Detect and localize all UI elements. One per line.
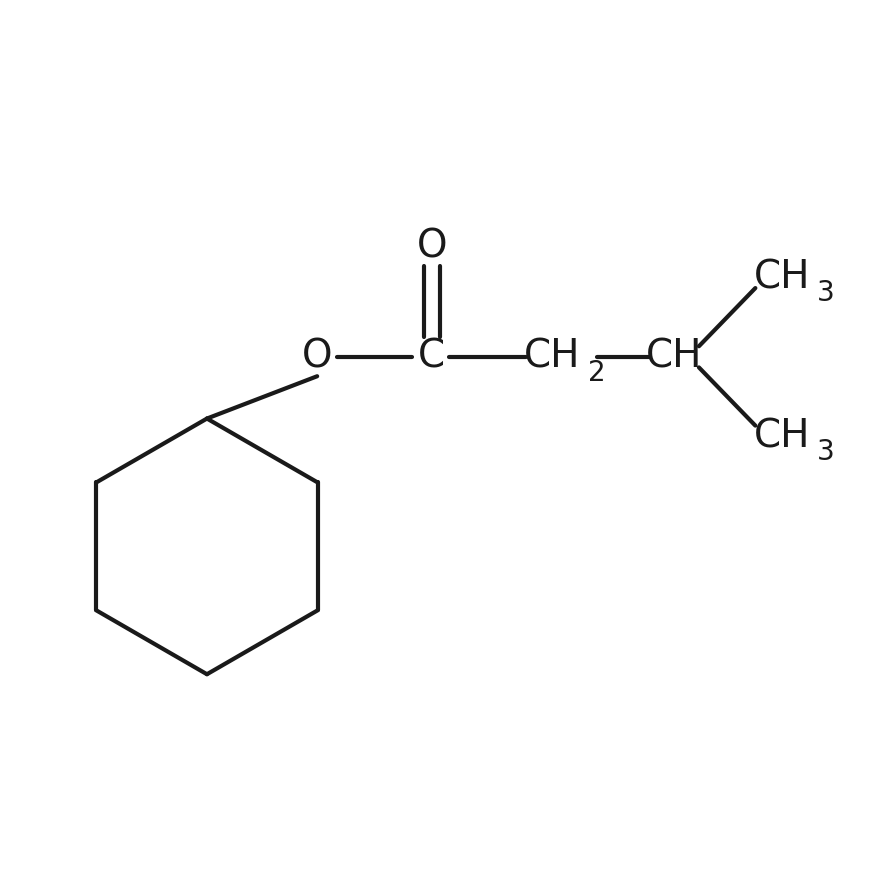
- Text: 3: 3: [817, 279, 835, 307]
- Text: O: O: [417, 228, 447, 265]
- Text: CH: CH: [524, 338, 581, 376]
- Text: CH: CH: [754, 258, 810, 296]
- Text: CH: CH: [754, 417, 810, 455]
- Text: O: O: [302, 338, 332, 376]
- Text: 2: 2: [587, 359, 605, 386]
- Text: CH: CH: [646, 338, 702, 376]
- Text: C: C: [418, 338, 445, 376]
- Text: 3: 3: [817, 438, 835, 466]
